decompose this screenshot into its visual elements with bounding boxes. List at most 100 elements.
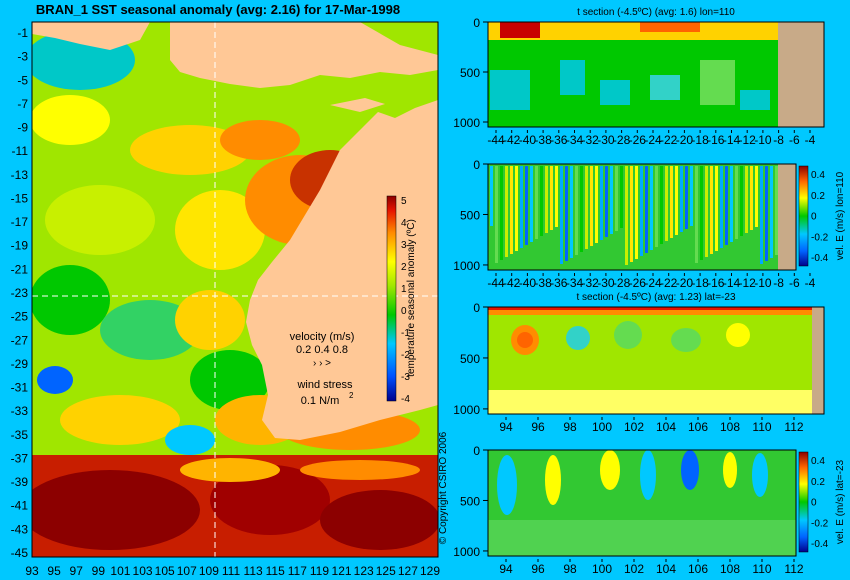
x-tick-label: -26 [629,133,647,147]
x-tick-label: -22 [660,133,678,147]
velocity-stripe [705,166,708,257]
velocity-stripe [610,166,613,234]
map-y-tick-label: -1 [17,26,28,40]
y-tick-label: 0 [473,16,480,30]
map-x-ticks: 93 95 97 99 101 103 105 107 109 111 113 115 117 119 12… [25,564,440,578]
landmass-timor [330,98,385,112]
x-tick-label: -20 [676,133,694,147]
sst-colorbar-tick-label: 4 [401,218,407,229]
velocity-stripe [735,166,738,239]
y-tick-label: 500 [460,66,480,80]
x-tick-label: 110 [752,420,771,434]
velocity-stripe [730,166,733,242]
map-x-tick-label: 105 [155,564,175,578]
velocity-stripe [500,166,503,260]
map-x-tick-label: 117 [288,564,307,578]
sst-colorbar-tick-label: 3 [401,240,407,251]
x-tick-label: -42 [503,133,521,147]
velocity-stripe [685,166,688,229]
velocity-stripe [645,166,648,253]
x-tick-label: -16 [707,133,725,147]
x-tick-label: -40 [519,276,537,290]
map-y-tick-label: -37 [11,451,29,465]
velocity-stripe [525,166,528,245]
velocity-stripes [490,166,778,265]
vel-e-lon110-y-ticks: 0 500 1000 [453,158,488,273]
x-tick-label: -42 [503,276,521,290]
x-tick-label: -30 [597,133,615,147]
vel-colorbar-tick-label: -0.2 [811,232,829,243]
velocity-stripe [625,166,628,265]
sst-colorbar-tick-label: 0 [401,306,407,317]
velocity-stripe [660,166,663,244]
map-x-tick-label: 99 [92,564,106,578]
map-x-tick-label: 97 [70,564,84,578]
vel-colorbar-tick-label: 0.2 [811,191,825,202]
x-tick-label: -20 [676,276,694,290]
velocity-stripe [535,166,538,239]
x-tick-label: 106 [688,562,708,576]
velocity-stripe [680,166,683,232]
copyright: © Copyright CSIRO 2006 [438,431,449,544]
map-x-tick-label: 113 [244,564,263,578]
velocity-stripe [770,166,773,258]
velocity-stripe [695,166,698,263]
velocity-stripe [615,166,618,231]
wind-stress-label: wind stress [296,379,353,391]
y-tick-label: 500 [460,208,480,222]
x-tick-label: -38 [534,276,552,290]
x-tick-label: 108 [720,420,740,434]
velocity-stripe [590,166,593,246]
y-tick-label: 0 [473,301,480,315]
t-section-lon110: t section (-4.5ºC) (avg: 1.6) lon=110 0 5… [453,7,825,147]
map-x-tick-label: 119 [310,564,329,578]
vel-colorbar-tick-label: -0.4 [811,539,829,550]
vel-e-lon110-colorbar-label: vel. E (m/s) lon=110 [835,171,846,260]
velocity-stripe [570,166,573,258]
map-x-tick-label: 125 [376,564,396,578]
map-x-tick-label: 111 [222,564,241,578]
velocity-stripe [750,166,753,230]
x-tick-label: 98 [563,562,577,576]
vel-colorbar-tick-label: 0.4 [811,170,825,181]
vel-e-lat23-x-ticks: 94 96 98 100 102 104 106 108 110 112 [499,559,804,576]
x-tick-label: -6 [789,276,800,290]
x-tick-label: 104 [656,420,676,434]
x-tick-label: 106 [688,420,708,434]
map-y-tick-label: -7 [17,97,28,111]
velocity-stripe [675,166,678,235]
sst-colorbar: 5 4 3 2 1 0 -1 -2 -3 -4 temperature seasonal anom… [386,195,417,405]
x-tick-label: -32 [582,276,600,290]
velocity-stripe [650,166,653,250]
x-tick-label: -12 [739,276,757,290]
map-y-tick-label: -23 [11,286,29,300]
velocity-stripe [510,166,513,254]
velocity-stripe [635,166,638,259]
landmass-indonesia [170,22,438,88]
x-tick-label: -8 [773,133,784,147]
map-y-tick-label: -15 [11,191,29,205]
velocity-stripe [600,166,603,240]
x-tick-label: 110 [752,562,771,576]
sst-colorbar-tick-label: 5 [401,196,407,207]
landmass-sumatra [32,22,150,50]
velocity-stripe [745,166,748,233]
velocity-stripe [595,166,598,243]
map-x-tick-label: 95 [47,564,61,578]
x-tick-label: -4 [805,276,816,290]
velocity-stripe [505,166,508,257]
x-tick-label: 100 [592,420,612,434]
velocity-stripe [630,166,633,262]
wind-stress-value: 0.1 N/m [301,395,340,407]
t-section-lon110-x-ticks: -44-42-40-38-36-34-32-30-28-26-24-22-20-… [487,130,816,147]
map-y-tick-label: -13 [11,168,29,182]
velocity-stripe [690,166,693,226]
sst-map: BRAN_1 SST seasonal anomaly (avg: 2.16) … [11,2,449,578]
vel-e-lon110-x-ticks: -44-42-40-38-36-34-32-30-28-26-24-22-20-… [487,273,816,290]
velocity-stripe [495,166,498,263]
x-tick-label: 104 [656,562,676,576]
velocity-stripe [710,166,713,254]
velocity-stripe [760,166,763,264]
x-tick-label: -14 [723,133,741,147]
